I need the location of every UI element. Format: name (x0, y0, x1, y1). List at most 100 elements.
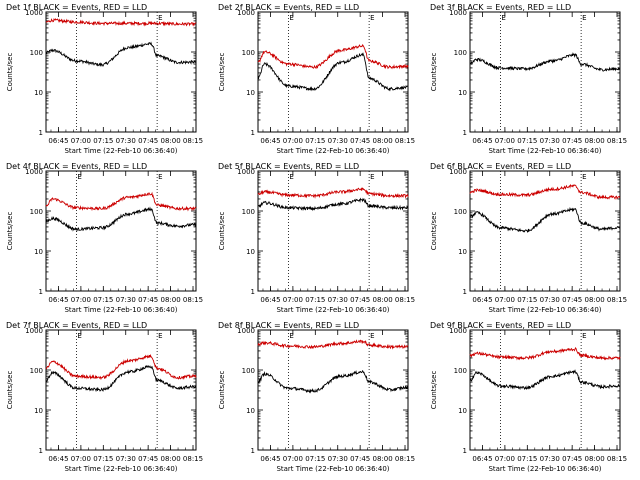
x-tick-label: 08:00 (372, 455, 392, 463)
marker-label: E (158, 173, 162, 181)
plot-frame (469, 11, 621, 133)
x-tick-label: 08:00 (160, 137, 180, 145)
series-line-black (469, 52, 621, 72)
marker-label: E (370, 173, 374, 181)
x-tick-label: 07:15 (517, 455, 537, 463)
x-tick-label: 07:00 (283, 137, 303, 145)
plot-frame (257, 170, 409, 292)
plot-frame (45, 11, 197, 133)
x-tick-label: 07:45 (350, 296, 370, 304)
y-tick-label: 100 (242, 208, 255, 216)
x-tick-label: 06:45 (48, 455, 68, 463)
y-tick-label: 10 (34, 407, 43, 415)
series-line-red (45, 18, 197, 27)
plot-frame (469, 170, 621, 292)
series-line-red (257, 339, 409, 350)
panel-title: Det 5f BLACK = Events, RED = LLD (218, 162, 359, 171)
x-tick-label: 07:45 (350, 137, 370, 145)
y-tick-label: 100 (30, 49, 43, 57)
x-tick-label: 07:30 (540, 455, 560, 463)
panel-title: Det 7f BLACK = Events, RED = LLD (6, 321, 147, 330)
x-tick-label: 07:45 (562, 455, 582, 463)
marker-label: E (582, 173, 586, 181)
x-tick-label: 07:15 (93, 455, 113, 463)
x-tick-label: 06:45 (48, 296, 68, 304)
x-tick-label: 07:30 (540, 296, 560, 304)
x-axis-label: Start Time (22-Feb-10 06:36:40) (276, 465, 389, 473)
marker-label: E (77, 173, 81, 181)
y-tick-label: 1 (39, 288, 43, 296)
marker-label: E (158, 332, 162, 340)
x-tick-label: 07:00 (71, 137, 91, 145)
y-tick-label: 100 (242, 49, 255, 57)
series-line-black (257, 197, 409, 212)
marker-label: E (370, 332, 374, 340)
y-axis-label: Counts/sec (218, 371, 226, 410)
x-tick-label: 07:15 (305, 296, 325, 304)
x-tick-label: 07:30 (328, 137, 348, 145)
y-tick-label: 100 (30, 208, 43, 216)
x-tick-label: 08:00 (372, 296, 392, 304)
marker-label: E (582, 14, 586, 22)
x-axis-label: Start Time (22-Feb-10 06:36:40) (488, 465, 601, 473)
x-tick-label: 08:00 (160, 455, 180, 463)
y-tick-label: 10 (246, 248, 255, 256)
x-tick-label: 06:45 (472, 137, 492, 145)
y-tick-label: 1000 (449, 168, 467, 176)
panel-det-1: Det 1f BLACK = Events, RED = LLD 1 10 100 10… (6, 3, 203, 155)
x-tick-label: 08:15 (395, 296, 415, 304)
marker-label: E (289, 14, 293, 22)
y-tick-label: 1 (39, 129, 43, 137)
x-tick-label: 07:15 (305, 137, 325, 145)
y-tick-label: 10 (246, 89, 255, 97)
x-tick-label: 08:15 (395, 455, 415, 463)
x-tick-label: 07:45 (562, 137, 582, 145)
panel-det-6: Det 6f BLACK = Events, RED = LLD 1 10 100 10… (430, 162, 627, 314)
marker-label: E (582, 332, 586, 340)
series-line-red (257, 44, 409, 70)
y-tick-label: 10 (34, 248, 43, 256)
panel-det-7: Det 7f BLACK = Events, RED = LLD 1 10 100 10… (6, 321, 203, 473)
x-tick-label: 08:00 (584, 137, 604, 145)
x-tick-label: 07:30 (328, 296, 348, 304)
y-tick-label: 100 (242, 367, 255, 375)
marker-label: E (501, 14, 505, 22)
x-tick-label: 07:00 (71, 455, 91, 463)
y-tick-label: 1 (463, 129, 467, 137)
x-axis-label: Start Time (22-Feb-10 06:36:40) (64, 465, 177, 473)
y-axis-label: Counts/sec (6, 53, 14, 92)
x-tick-label: 07:30 (116, 137, 136, 145)
x-tick-label: 07:15 (305, 455, 325, 463)
y-tick-label: 1 (251, 288, 255, 296)
x-axis-label: Start Time (22-Feb-10 06:36:40) (64, 306, 177, 314)
x-tick-label: 07:15 (517, 137, 537, 145)
series-line-black (45, 206, 197, 232)
x-tick-label: 07:45 (138, 296, 158, 304)
series-line-red (469, 347, 621, 361)
panel-det-5: Det 5f BLACK = Events, RED = LLD 1 10 100 10… (218, 162, 415, 314)
x-tick-label: 08:15 (607, 137, 627, 145)
x-tick-label: 08:00 (160, 296, 180, 304)
series-line-black (257, 369, 409, 394)
y-axis-label: Counts/sec (6, 212, 14, 251)
marker-label: E (370, 14, 374, 22)
x-tick-label: 07:45 (138, 455, 158, 463)
x-tick-label: 07:15 (93, 137, 113, 145)
x-tick-label: 06:45 (260, 137, 280, 145)
series-line-black (45, 365, 197, 393)
y-axis-label: Counts/sec (6, 371, 14, 410)
x-axis-label: Start Time (22-Feb-10 06:36:40) (488, 306, 601, 314)
x-tick-label: 08:00 (584, 455, 604, 463)
marker-label: E (289, 332, 293, 340)
x-tick-label: 06:45 (472, 455, 492, 463)
series-line-red (257, 187, 409, 199)
x-tick-label: 07:30 (116, 455, 136, 463)
panel-title: Det 8f BLACK = Events, RED = LLD (218, 321, 359, 330)
x-tick-label: 07:45 (138, 137, 158, 145)
x-tick-label: 07:00 (495, 137, 515, 145)
panel-title: Det 3f BLACK = Events, RED = LLD (430, 3, 571, 12)
panel-title: Det 4f BLACK = Events, RED = LLD (6, 162, 147, 171)
marker-label: E (289, 173, 293, 181)
x-tick-label: 07:00 (71, 296, 91, 304)
